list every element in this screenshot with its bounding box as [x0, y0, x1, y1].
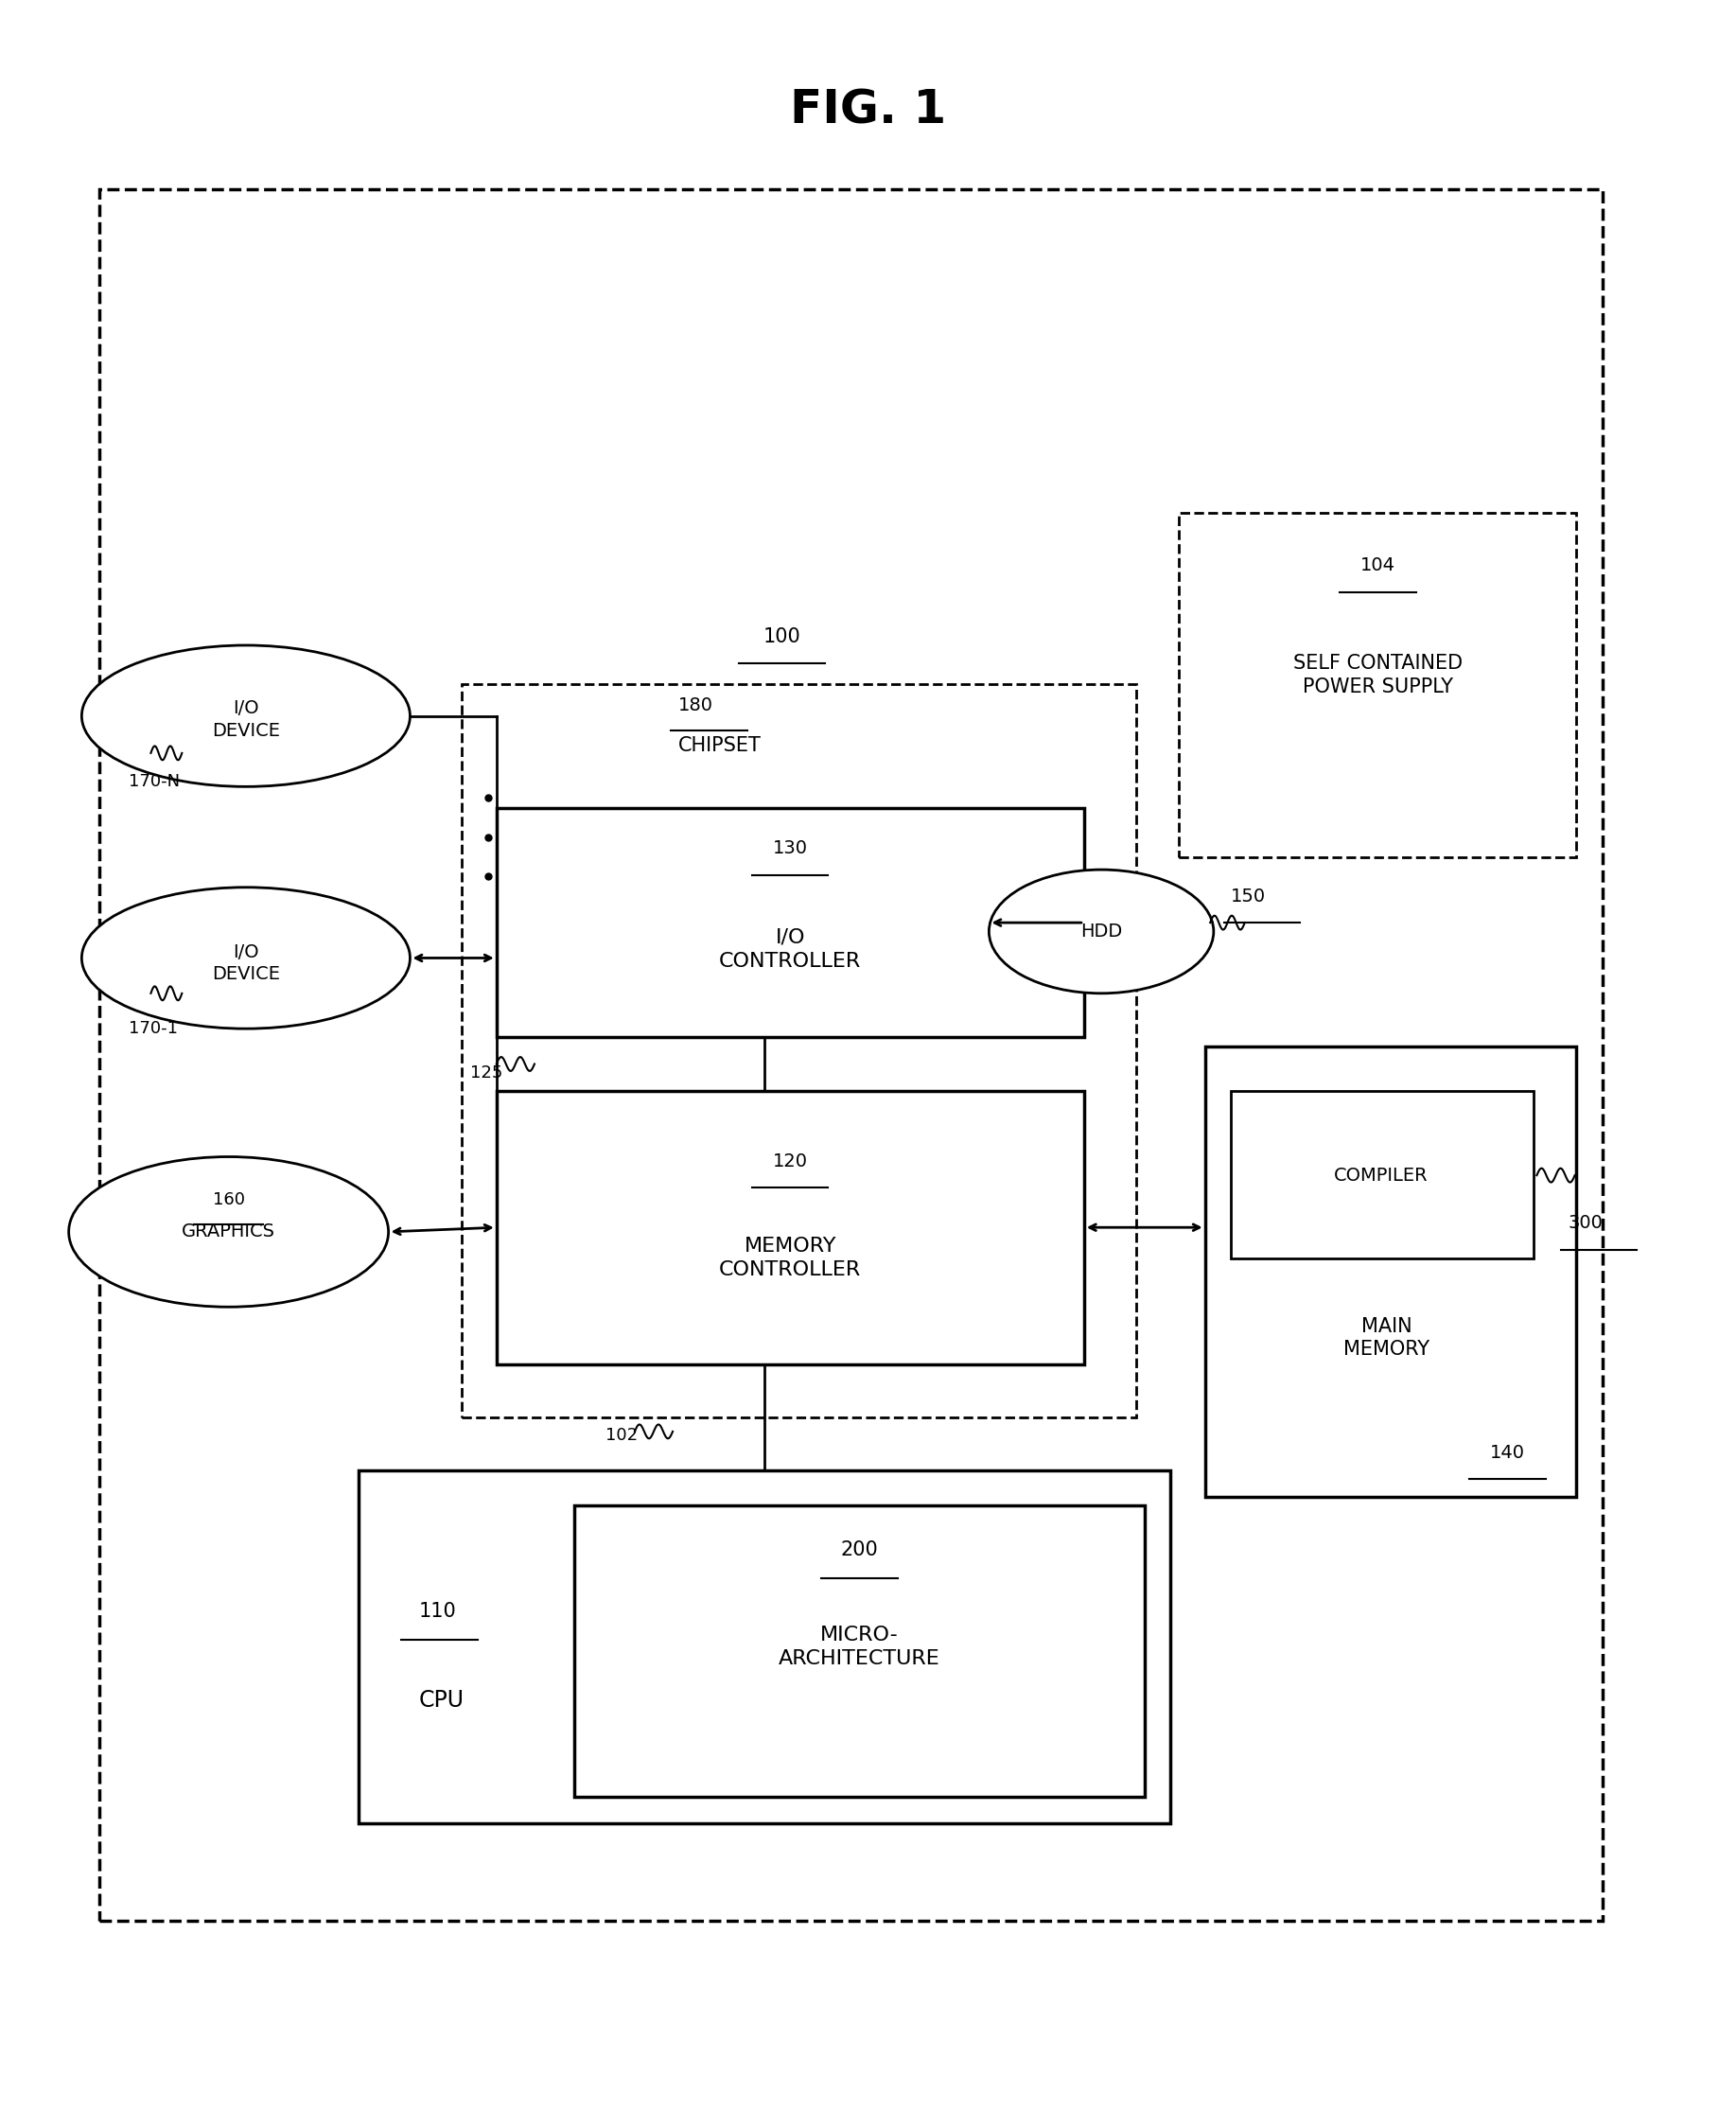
- Bar: [1205, 1047, 1576, 1496]
- Text: 110: 110: [418, 1602, 457, 1622]
- Text: 104: 104: [1361, 558, 1396, 575]
- Text: 160: 160: [212, 1192, 245, 1209]
- Text: 150: 150: [1231, 887, 1266, 904]
- Ellipse shape: [82, 887, 410, 1028]
- Text: 130: 130: [773, 838, 807, 858]
- Bar: [575, 1507, 1144, 1798]
- Text: MAIN
MEMORY: MAIN MEMORY: [1344, 1317, 1429, 1360]
- Ellipse shape: [990, 870, 1213, 994]
- Text: COMPILER: COMPILER: [1335, 1166, 1429, 1185]
- Text: 180: 180: [677, 696, 713, 715]
- Text: MICRO-
ARCHITECTURE: MICRO- ARCHITECTURE: [778, 1626, 941, 1668]
- Text: 140: 140: [1489, 1443, 1524, 1462]
- Text: HDD: HDD: [1080, 924, 1121, 941]
- Text: 100: 100: [762, 628, 800, 647]
- Text: SELF CONTAINED
POWER SUPPLY: SELF CONTAINED POWER SUPPLY: [1293, 653, 1462, 696]
- Bar: [496, 1090, 1083, 1364]
- Text: 102: 102: [606, 1426, 637, 1443]
- Text: I/O
CONTROLLER: I/O CONTROLLER: [719, 928, 861, 970]
- Bar: [99, 189, 1602, 1922]
- Text: 120: 120: [773, 1151, 807, 1170]
- Ellipse shape: [69, 1158, 389, 1307]
- Bar: [462, 683, 1135, 1417]
- Text: CHIPSET: CHIPSET: [677, 736, 760, 755]
- Bar: [1231, 1090, 1533, 1258]
- Text: GRAPHICS: GRAPHICS: [182, 1224, 276, 1241]
- Text: 300: 300: [1568, 1213, 1602, 1232]
- Text: I/O
DEVICE: I/O DEVICE: [212, 700, 279, 741]
- Bar: [358, 1470, 1170, 1824]
- Text: 170-1: 170-1: [128, 1019, 177, 1036]
- Bar: [496, 809, 1083, 1038]
- Text: 170-N: 170-N: [128, 772, 179, 789]
- Text: CPU: CPU: [418, 1690, 464, 1711]
- Bar: [1179, 513, 1576, 858]
- Text: MEMORY
CONTROLLER: MEMORY CONTROLLER: [719, 1236, 861, 1279]
- Text: 200: 200: [840, 1541, 878, 1560]
- Text: I/O
DEVICE: I/O DEVICE: [212, 943, 279, 983]
- Text: FIG. 1: FIG. 1: [790, 87, 946, 132]
- Text: 125: 125: [470, 1064, 503, 1081]
- Ellipse shape: [82, 645, 410, 787]
